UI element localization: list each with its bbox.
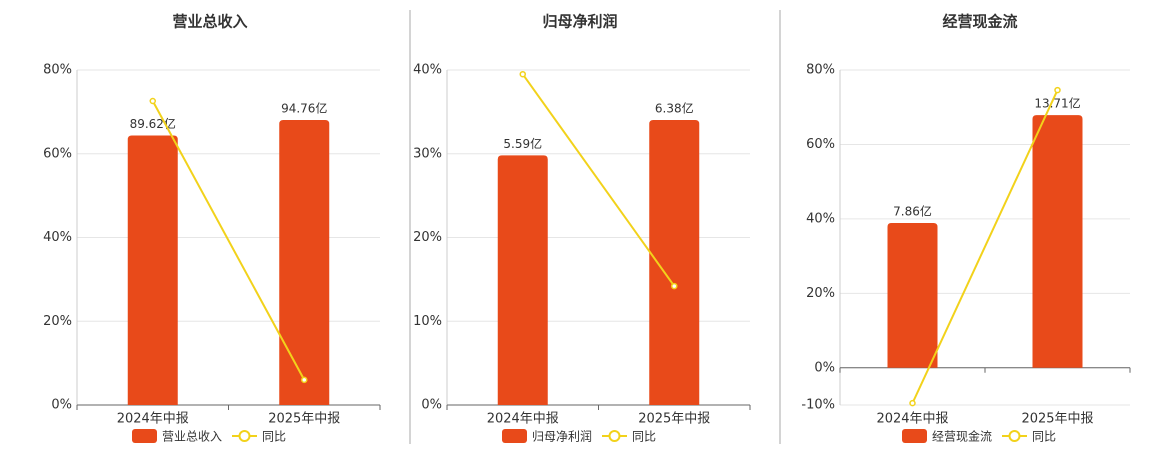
chart-title: 经营现金流: [942, 13, 1017, 31]
line-point: [149, 97, 156, 105]
line-point: [671, 282, 678, 290]
data-label: 7.86亿: [893, 203, 932, 218]
legend-label: 同比: [632, 430, 656, 444]
chart-title: 营业总收入: [172, 13, 247, 31]
legend-label: 经营现金流: [932, 429, 992, 444]
legend-label: 营业总收入: [162, 430, 222, 444]
x-tick-label: 2024年中报: [117, 412, 189, 427]
legend-swatch: [132, 429, 157, 443]
legend-swatch: [1008, 430, 1021, 442]
x-tick-label: 2025年中报: [638, 412, 710, 427]
y-tick-label: 40%: [806, 211, 835, 226]
y-tick-label: 0%: [51, 398, 72, 413]
y-tick-label: 40%: [43, 230, 72, 245]
bar: [887, 222, 938, 368]
legend-swatch: [608, 430, 621, 442]
x-tick-label: 2024年中报: [876, 412, 948, 427]
x-tick-label: 2025年中报: [268, 412, 340, 427]
x-tick-label: 2025年中报: [1021, 412, 1093, 427]
line-point: [1054, 86, 1061, 94]
bar: [1032, 115, 1083, 368]
y-tick-label: 20%: [413, 230, 442, 245]
data-label: 89.62亿: [130, 116, 176, 131]
line: [521, 73, 676, 287]
y-tick-label: 20%: [806, 286, 835, 301]
y-tick-label: 80%: [43, 63, 72, 78]
legend-label: 同比: [262, 430, 286, 444]
data-label: 5.59亿: [503, 136, 542, 151]
y-tick-label: 0%: [421, 398, 442, 413]
bar: [127, 135, 178, 406]
legend-label: 同比: [1032, 430, 1056, 444]
bar: [497, 155, 548, 405]
y-tick-label: 0%: [814, 360, 835, 375]
legend-swatch: [902, 429, 927, 443]
y-tick-label: 40%: [413, 63, 442, 78]
line-point: [909, 399, 916, 407]
chart-title: 归母净利润: [542, 13, 617, 31]
line: [911, 89, 1059, 404]
y-tick-label: 60%: [806, 137, 835, 152]
line-point: [301, 376, 308, 384]
data-label: 6.38亿: [655, 101, 694, 116]
bar: [649, 120, 700, 405]
bar: [279, 120, 330, 406]
line-point: [519, 70, 526, 78]
y-tick-label: 20%: [43, 314, 72, 329]
y-tick-label: 60%: [43, 146, 72, 161]
y-tick-label: -10%: [801, 398, 835, 413]
x-tick-label: 2024年中报: [487, 412, 559, 427]
data-label: 94.76亿: [281, 101, 327, 116]
legend-label: 归母净利润: [532, 430, 592, 444]
y-tick-label: 80%: [806, 63, 835, 78]
line: [151, 100, 306, 381]
y-tick-label: 10%: [413, 314, 442, 329]
legend-swatch: [502, 429, 527, 443]
data-label: 13.71亿: [1034, 96, 1080, 111]
legend-swatch: [238, 430, 251, 442]
y-tick-label: 30%: [413, 146, 442, 161]
